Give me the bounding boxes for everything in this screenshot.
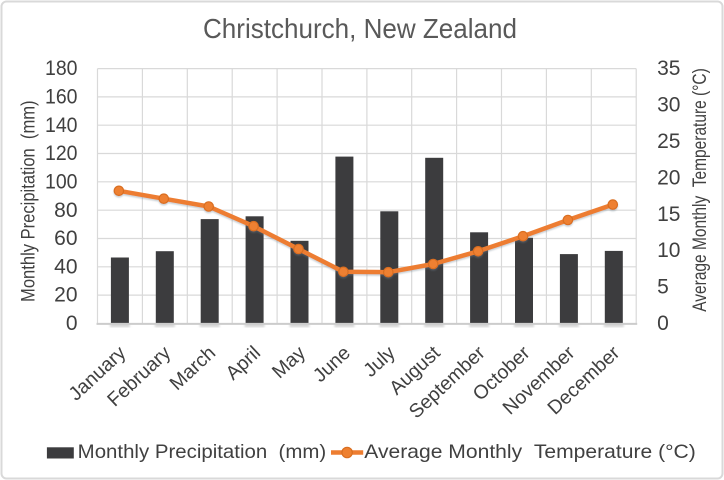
svg-text:5: 5: [657, 276, 669, 299]
svg-text:35: 35: [657, 57, 680, 80]
svg-text:Christchurch, New Zealand: Christchurch, New Zealand: [203, 13, 517, 44]
svg-text:15: 15: [657, 203, 680, 226]
svg-text:Average Monthly Temperature (: Average Monthly Temperature (°C): [690, 68, 711, 312]
svg-text:Average Monthly Temperature (: Average Monthly Temperature (°C): [364, 441, 696, 463]
svg-text:Monthly Precipitation (mm): Monthly Precipitation (mm): [78, 441, 326, 463]
svg-text:40: 40: [54, 255, 77, 278]
svg-text:120: 120: [45, 142, 78, 165]
svg-text:Monthly Precipitation (mm): Monthly Precipitation (mm): [18, 100, 39, 302]
svg-text:25: 25: [657, 130, 680, 153]
svg-text:20: 20: [657, 166, 680, 189]
svg-text:80: 80: [54, 199, 77, 222]
svg-text:0: 0: [657, 312, 669, 335]
svg-text:60: 60: [54, 227, 77, 250]
svg-text:160: 160: [45, 86, 78, 109]
svg-text:100: 100: [45, 170, 78, 193]
svg-text:10: 10: [657, 239, 680, 262]
svg-text:140: 140: [45, 114, 78, 137]
svg-text:180: 180: [45, 57, 78, 80]
svg-text:0: 0: [66, 312, 78, 335]
svg-text:20: 20: [54, 284, 77, 307]
svg-text:30: 30: [657, 94, 680, 117]
